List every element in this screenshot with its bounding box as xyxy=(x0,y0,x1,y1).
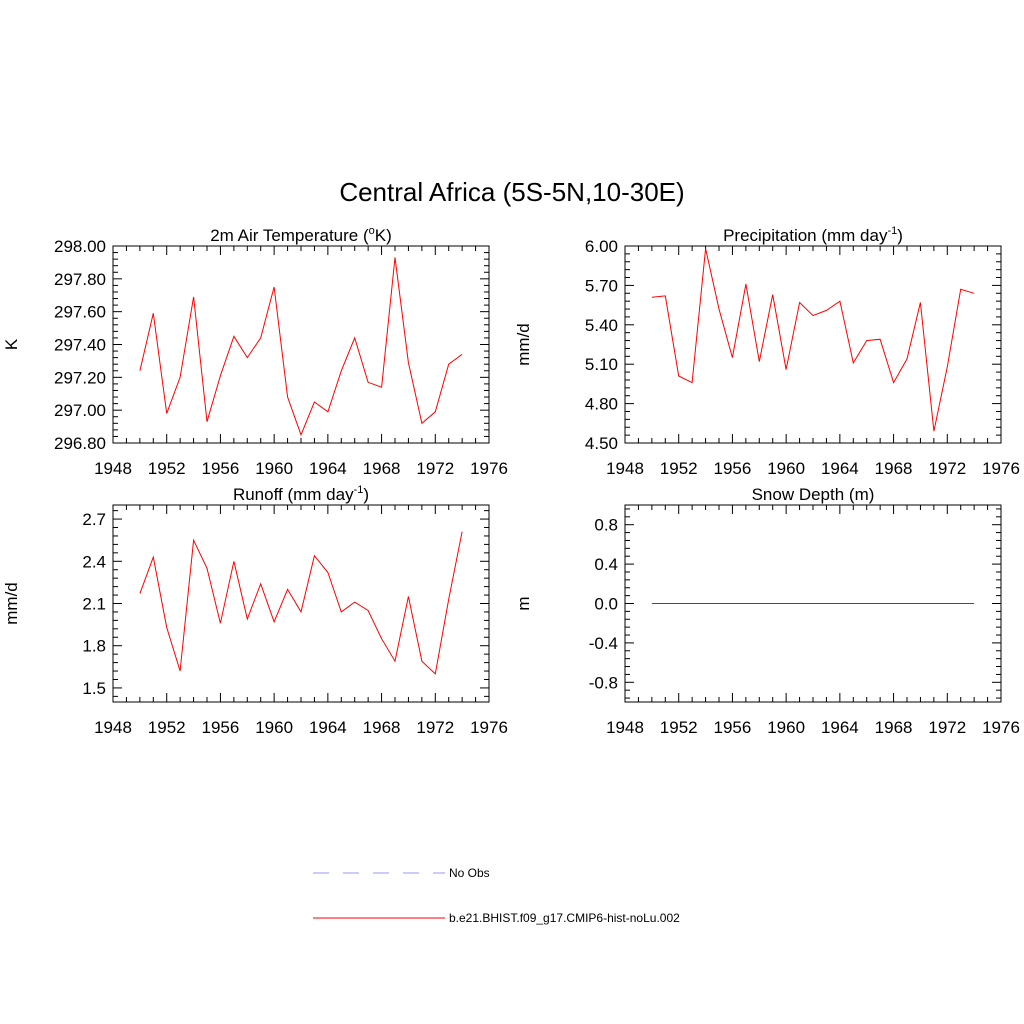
chart-panel-1: 1948 1952 1956 1960 1964 1968 1972 1976 296.80 29… xyxy=(2,225,508,478)
y-tick-label: 0.8 xyxy=(594,516,618,535)
x-tick-label: 1972 xyxy=(416,459,454,478)
legend-label: No Obs xyxy=(449,866,490,880)
x-tick-label: 1952 xyxy=(148,718,186,737)
x-tick-label: 1960 xyxy=(255,718,293,737)
y-tick-label: 2.4 xyxy=(82,552,106,571)
y-tick-label: 4.80 xyxy=(585,395,618,414)
panel-title: Precipitation (mm day-1) xyxy=(723,225,903,245)
x-tick-label: 1956 xyxy=(714,459,752,478)
x-tick-label: 1960 xyxy=(767,459,805,478)
x-tick-label: 1964 xyxy=(309,718,347,737)
x-tick-label: 1976 xyxy=(470,718,508,737)
series-line xyxy=(139,257,463,437)
panel-title: Snow Depth (m) xyxy=(752,485,875,504)
x-tick-label: 1952 xyxy=(660,718,698,737)
x-tick-label: 1948 xyxy=(606,459,644,478)
y-tick-label: 297.60 xyxy=(54,303,106,322)
x-tick-label: 1968 xyxy=(363,718,401,737)
y-tick-label: 297.00 xyxy=(54,401,106,420)
x-tick-label: 1960 xyxy=(767,718,805,737)
x-tick-label: 1956 xyxy=(202,718,240,737)
chart-panel-2: 1948 1952 1956 1960 1964 1968 1972 1976 4.50 4.80… xyxy=(514,225,1020,478)
series-line xyxy=(139,531,463,675)
x-tick-label: 1968 xyxy=(875,718,913,737)
x-tick-label: 1976 xyxy=(982,459,1020,478)
chart-panel-4: 1948 1952 1956 1960 1964 1968 1972 1976 -0.8 -0.4… xyxy=(514,485,1020,737)
y-tick-label: 6.00 xyxy=(585,237,618,256)
x-tick-label: 1948 xyxy=(94,718,132,737)
y-axis-label: m xyxy=(514,596,533,610)
y-tick-label: 297.80 xyxy=(54,270,106,289)
x-tick-label: 1964 xyxy=(821,718,859,737)
x-tick-label: 1976 xyxy=(982,718,1020,737)
y-tick-label: 297.40 xyxy=(54,336,106,355)
x-tick-label: 1948 xyxy=(94,459,132,478)
chart-panel-3: 1948 1952 1956 1960 1964 1968 1972 1976 1.5 1.8 2.… xyxy=(2,484,508,737)
figure-title: Central Africa (5S-5N,10-30E) xyxy=(339,177,684,207)
plot-frame xyxy=(624,245,1002,444)
x-tick-label: 1972 xyxy=(416,718,454,737)
y-tick-label: -0.8 xyxy=(589,673,618,692)
x-tick-label: 1952 xyxy=(660,459,698,478)
series-line xyxy=(651,248,975,432)
x-tick-label: 1948 xyxy=(606,718,644,737)
x-tick-label: 1968 xyxy=(363,459,401,478)
y-axis-label: K xyxy=(2,338,21,350)
y-tick-label: 298.00 xyxy=(54,237,106,256)
legend-item: No Obs xyxy=(313,866,490,880)
x-tick-label: 1960 xyxy=(255,459,293,478)
chart-panels: 1948 1952 1956 1960 1964 1968 1972 1976 296.80 29… xyxy=(2,225,1020,737)
y-tick-label: -0.4 xyxy=(589,634,618,653)
y-tick-label: 1.8 xyxy=(82,637,106,656)
legend-item: b.e21.BHIST.f09_g17.CMIP6-hist-noLu.002 xyxy=(313,911,680,925)
y-tick-label: 5.70 xyxy=(585,276,618,295)
y-tick-label: 0.0 xyxy=(594,595,618,614)
x-tick-label: 1956 xyxy=(714,718,752,737)
x-tick-label: 1964 xyxy=(309,459,347,478)
y-axis-label: mm/d xyxy=(2,582,21,625)
x-tick-label: 1972 xyxy=(928,718,966,737)
x-tick-label: 1956 xyxy=(202,459,240,478)
y-tick-label: 5.10 xyxy=(585,355,618,374)
plot-frame xyxy=(112,504,490,703)
y-tick-label: 297.20 xyxy=(54,368,106,387)
x-tick-label: 1968 xyxy=(875,459,913,478)
plot-frame xyxy=(112,245,490,444)
panel-title: 2m Air Temperature (oK) xyxy=(210,225,392,245)
x-tick-label: 1976 xyxy=(470,459,508,478)
y-tick-label: 4.50 xyxy=(585,434,618,453)
y-tick-label: 5.40 xyxy=(585,316,618,335)
x-tick-label: 1964 xyxy=(821,459,859,478)
y-axis-label: mm/d xyxy=(514,323,533,366)
legend-label: b.e21.BHIST.f09_g17.CMIP6-hist-noLu.002 xyxy=(449,911,680,925)
y-tick-label: 0.4 xyxy=(594,555,618,574)
panel-title: Runoff (mm day-1) xyxy=(233,484,369,504)
legend: No Obs b.e21.BHIST.f09_g17.CMIP6-hist-noL… xyxy=(313,866,680,925)
y-tick-label: 296.80 xyxy=(54,434,106,453)
x-tick-label: 1972 xyxy=(928,459,966,478)
x-tick-label: 1952 xyxy=(148,459,186,478)
y-tick-label: 2.7 xyxy=(82,510,106,529)
y-tick-label: 1.5 xyxy=(82,679,106,698)
y-tick-label: 2.1 xyxy=(82,595,106,614)
